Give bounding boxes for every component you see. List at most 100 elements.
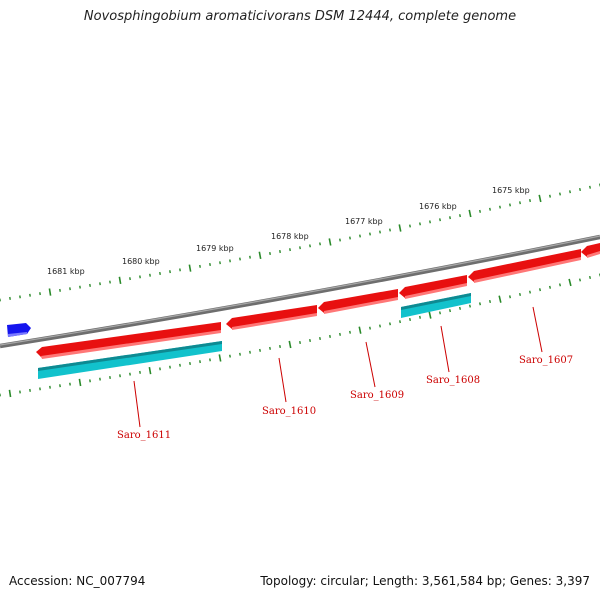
gene-label-saro-1610[interactable]: Saro_1610 xyxy=(262,406,316,417)
outer-ring-minor-tick xyxy=(289,248,291,252)
inner-ring-minor-tick xyxy=(588,275,592,280)
gene-saro-1611-reverse[interactable] xyxy=(38,341,222,379)
gene-saro-1608-reverse[interactable] xyxy=(401,293,471,318)
outer-ring-minor-tick xyxy=(269,251,271,255)
inner-ring-major-tick xyxy=(78,378,82,387)
inner-ring-minor-tick xyxy=(259,348,261,352)
outer-ring-major-tick xyxy=(258,251,262,260)
outer-ring-minor-tick xyxy=(229,259,231,263)
outer-ring-minor-tick xyxy=(359,234,361,238)
inner-ring-minor-tick xyxy=(279,344,281,348)
kbp-tick-labels: 1681 kbp 1680 kbp 1679 kbp 1678 kbp 1677… xyxy=(47,186,530,276)
inner-ring-minor-tick xyxy=(399,320,401,324)
inner-ring-major-tick xyxy=(8,389,12,398)
outer-ring-major-tick xyxy=(468,209,472,218)
inner-scale-ring xyxy=(0,273,600,398)
inner-ring-major-tick xyxy=(498,295,502,303)
outer-ring-minor-tick xyxy=(239,257,241,261)
outer-ring-minor-tick xyxy=(579,187,581,192)
outer-ring-minor-tick xyxy=(499,205,501,209)
accession-text: Accession: NC_007794 xyxy=(9,574,146,588)
reverse-genes xyxy=(38,293,471,379)
genome-backbone-highlight xyxy=(0,235,600,346)
inner-ring-minor-tick xyxy=(189,361,191,365)
gene-saro-1607-forward[interactable] xyxy=(468,249,581,283)
inner-ring-minor-tick xyxy=(518,292,522,296)
inner-ring-minor-tick xyxy=(299,340,301,345)
inner-ring-minor-tick xyxy=(319,336,321,340)
inner-ring-major-tick xyxy=(428,311,432,319)
outer-ring-minor-tick xyxy=(569,190,571,194)
outer-ring-major-tick xyxy=(398,224,402,232)
gene-label-saro-1608[interactable]: Saro_1608 xyxy=(426,375,480,386)
inner-ring-minor-tick xyxy=(309,338,311,343)
inner-ring-minor-tick xyxy=(379,324,381,328)
inner-ring-minor-tick xyxy=(508,295,512,299)
gene-saro-1609-forward[interactable] xyxy=(318,289,398,314)
genome-summary-text: Topology: circular; Length: 3,561,584 bp… xyxy=(260,574,590,588)
inner-ring-major-tick xyxy=(218,354,222,362)
inner-ring-minor-tick xyxy=(419,315,421,319)
blue-feature[interactable] xyxy=(7,323,31,337)
inner-ring-minor-tick xyxy=(548,285,552,289)
outer-ring-minor-tick xyxy=(529,199,531,203)
inner-ring-minor-tick xyxy=(578,278,582,282)
gene-next-forward[interactable] xyxy=(581,243,600,258)
gene-label-saro-1611[interactable]: Saro_1611 xyxy=(117,430,171,441)
gene-saro-1611-forward[interactable] xyxy=(36,322,221,359)
outer-ring-minor-tick xyxy=(219,261,221,265)
gene-labels: Saro_1611 Saro_1610 Saro_1609 Saro_1608 … xyxy=(117,355,573,441)
kbp-label-1679: 1679 kbp xyxy=(196,244,234,253)
inner-ring-minor-tick xyxy=(389,322,391,326)
outer-ring-minor-tick xyxy=(559,192,561,196)
inner-ring-major-tick xyxy=(358,326,362,334)
outer-ring-major-tick xyxy=(328,238,332,246)
inner-ring-minor-tick xyxy=(229,354,231,358)
outer-ring-minor-tick xyxy=(199,264,201,268)
inner-ring-minor-tick xyxy=(439,311,441,315)
outer-ring-minor-tick xyxy=(319,242,321,246)
kbp-label-1680: 1680 kbp xyxy=(122,257,160,266)
inner-ring-major-tick xyxy=(568,278,572,287)
inner-ring-minor-tick xyxy=(269,346,271,350)
kbp-label-1681: 1681 kbp xyxy=(47,267,85,276)
outer-ring-minor-tick xyxy=(449,216,451,220)
outer-ring-major-tick xyxy=(538,194,542,203)
outer-ring-minor-tick xyxy=(339,238,341,242)
outer-ring-minor-tick xyxy=(309,244,311,248)
inner-ring-minor-tick xyxy=(349,330,351,334)
inner-ring-minor-tick xyxy=(209,358,211,362)
outer-ring-minor-tick xyxy=(519,201,521,205)
inner-ring-minor-tick xyxy=(558,283,562,287)
forward-genes xyxy=(36,243,600,359)
inner-ring-minor-tick xyxy=(179,363,181,367)
inner-ring-minor-tick xyxy=(169,365,171,369)
gene-saro-1608-forward[interactable] xyxy=(399,275,467,299)
outer-ring-minor-tick xyxy=(549,194,551,198)
outer-ring-minor-tick xyxy=(279,250,281,254)
outer-ring-minor-tick xyxy=(389,228,391,232)
kbp-label-1675: 1675 kbp xyxy=(492,186,530,195)
outer-ring-major-tick xyxy=(188,264,192,272)
outer-ring-minor-tick xyxy=(419,222,421,226)
inner-ring-major-tick xyxy=(148,366,152,375)
outer-ring-minor-tick xyxy=(369,232,371,236)
map-title: Novosphingobium aromaticivorans DSM 1244… xyxy=(83,9,517,24)
label-leaders xyxy=(133,306,543,428)
inner-ring-minor-tick xyxy=(538,288,542,292)
inner-ring-minor-tick xyxy=(469,304,471,308)
gene-label-saro-1609[interactable]: Saro_1609 xyxy=(350,390,404,401)
gene-label-saro-1607[interactable]: Saro_1607 xyxy=(519,355,573,366)
gene-saro-1610-forward[interactable] xyxy=(226,305,317,330)
outer-ring-minor-tick xyxy=(509,203,511,207)
inner-ring-minor-tick xyxy=(199,360,201,364)
outer-ring-minor-tick xyxy=(489,207,491,211)
outer-ring-minor-tick xyxy=(589,185,591,189)
outer-scale-ring xyxy=(0,183,600,302)
inner-ring-minor-tick xyxy=(479,302,481,306)
inner-ring-minor-tick xyxy=(459,306,461,310)
inner-ring-minor-tick xyxy=(339,332,341,336)
inner-ring-minor-tick xyxy=(249,350,251,354)
outer-ring-major-tick xyxy=(118,276,122,285)
